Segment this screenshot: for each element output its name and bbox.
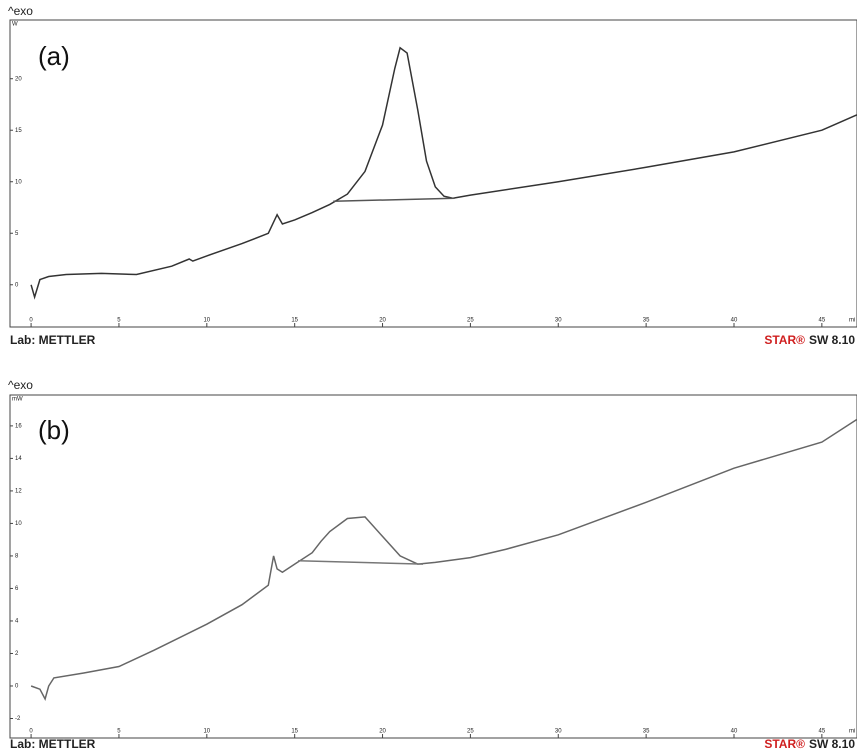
y-tick-label: 2 bbox=[15, 651, 19, 657]
x-tick-label: 10 bbox=[203, 318, 210, 324]
y-tick-label: -2 bbox=[15, 716, 21, 722]
x-tick-label: 5 bbox=[117, 318, 121, 324]
curve bbox=[298, 560, 424, 565]
y-tick-label: 12 bbox=[15, 488, 22, 494]
x-tick-label: 10 bbox=[203, 729, 210, 735]
panel-label: (b) bbox=[38, 415, 70, 445]
x-tick-label: 35 bbox=[643, 318, 650, 324]
footer-version: SW 8.10 bbox=[809, 737, 855, 750]
plot-frame bbox=[9, 394, 857, 739]
x-tick-label: 40 bbox=[731, 729, 738, 735]
y-tick-label: 16 bbox=[15, 423, 22, 429]
curve bbox=[30, 418, 857, 702]
y-tick-label: 6 bbox=[15, 586, 19, 592]
x-tick-label: 45 bbox=[819, 729, 826, 735]
x-tick-label: 45 bbox=[819, 318, 826, 324]
y-tick-label: 15 bbox=[15, 128, 22, 134]
y-tick-label: 8 bbox=[15, 554, 19, 560]
x-tick-label: 25 bbox=[467, 729, 474, 735]
plot-frame bbox=[9, 19, 857, 328]
footer-brand: STAR® bbox=[764, 737, 805, 750]
y-tick-label: 14 bbox=[15, 456, 22, 462]
footer-left: Lab: METTLER bbox=[10, 333, 96, 347]
x-unit: mi bbox=[849, 729, 855, 735]
x-tick-label: 35 bbox=[643, 729, 650, 735]
x-tick-label: 40 bbox=[731, 318, 738, 324]
y-unit: W bbox=[12, 22, 18, 28]
y-tick-label: 10 bbox=[15, 179, 22, 185]
header: ^exo bbox=[8, 4, 33, 18]
panel-label: (a) bbox=[38, 41, 70, 71]
y-tick-label: 4 bbox=[15, 619, 19, 625]
y-tick-label: 5 bbox=[15, 231, 19, 237]
curve bbox=[30, 46, 857, 300]
x-tick-label: 20 bbox=[379, 318, 386, 324]
x-tick-label: 0 bbox=[29, 318, 33, 324]
curve bbox=[333, 197, 455, 203]
y-tick-label: 0 bbox=[15, 684, 19, 690]
header: ^exo bbox=[8, 378, 33, 392]
x-tick-label: 25 bbox=[467, 318, 474, 324]
x-tick-label: 0 bbox=[29, 729, 33, 735]
x-tick-label: 15 bbox=[291, 729, 298, 735]
y-tick-label: 10 bbox=[15, 521, 22, 527]
x-tick-label: 15 bbox=[291, 318, 298, 324]
footer-version: SW 8.10 bbox=[809, 333, 855, 347]
x-tick-label: 30 bbox=[555, 729, 562, 735]
x-tick-label: 5 bbox=[117, 729, 121, 735]
y-tick-label: 20 bbox=[15, 76, 22, 82]
x-tick-label: 30 bbox=[555, 318, 562, 324]
x-unit: mi bbox=[849, 318, 855, 324]
y-unit: mW bbox=[12, 397, 23, 403]
x-tick-label: 20 bbox=[379, 729, 386, 735]
y-tick-label: 0 bbox=[15, 282, 19, 288]
footer-left: Lab: METTLER bbox=[10, 737, 96, 750]
footer-brand: STAR® bbox=[764, 333, 805, 347]
